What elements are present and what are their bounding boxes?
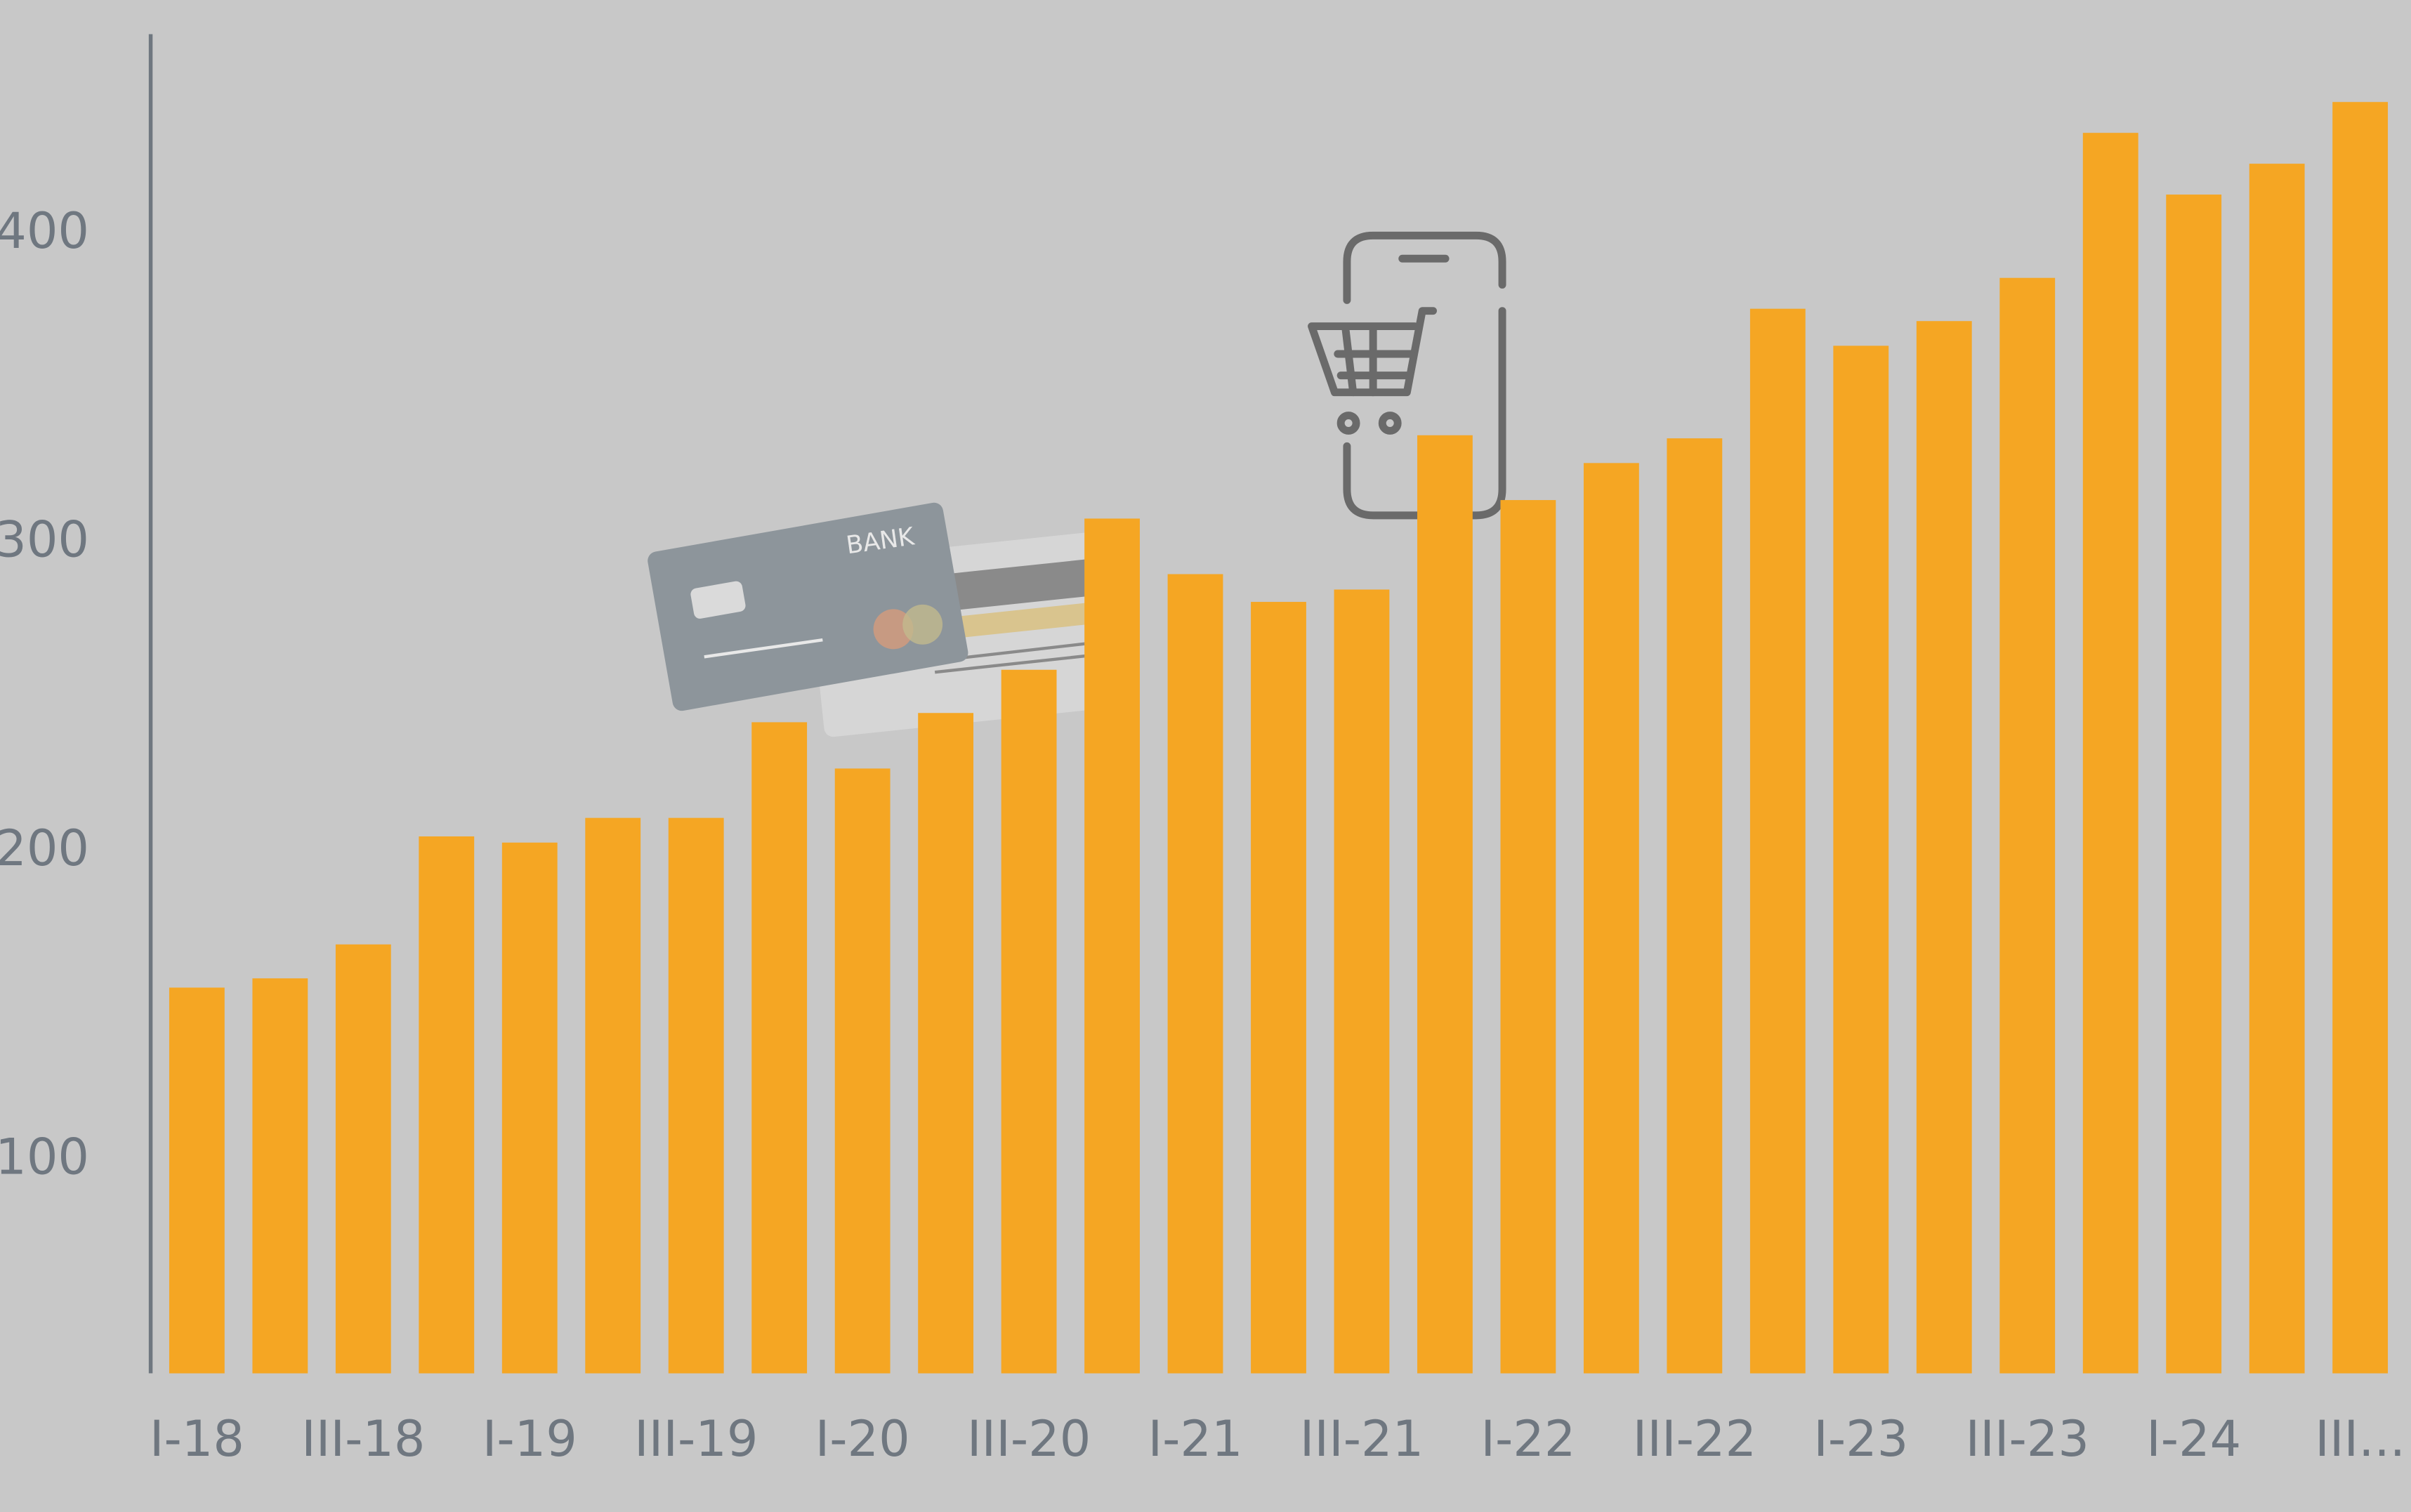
bar — [1667, 438, 1723, 1374]
bar — [1916, 321, 1972, 1374]
bar — [2249, 164, 2305, 1374]
x-tick-label: III-21 — [1300, 1410, 1424, 1468]
y-tick-label: 400 — [0, 202, 89, 260]
bar — [1999, 277, 2056, 1374]
x-tick-label: III-22 — [1633, 1410, 1756, 1468]
x-tick-label: III-20 — [967, 1410, 1091, 1468]
y-tick-label: 100 — [0, 1128, 89, 1185]
x-tick-label: III-18 — [301, 1410, 425, 1468]
bar — [1251, 602, 1306, 1374]
bar — [1500, 500, 1556, 1374]
bar — [1084, 518, 1140, 1374]
x-tick-label: III-23 — [1966, 1410, 2089, 1468]
bar — [335, 944, 391, 1374]
bar — [252, 978, 308, 1374]
y-tick-label: 200 — [0, 820, 89, 877]
x-tick-label: I-23 — [1813, 1410, 1908, 1468]
bar — [1749, 308, 1806, 1374]
bar — [2332, 102, 2389, 1374]
bar — [834, 768, 891, 1374]
y-tick-label: 300 — [0, 511, 89, 569]
bar — [1001, 669, 1057, 1374]
x-tick-label: III-19 — [634, 1410, 758, 1468]
x-tick-label: I-19 — [482, 1410, 577, 1468]
bar — [668, 817, 724, 1374]
x-tick-label: I-18 — [150, 1410, 244, 1468]
bar — [585, 817, 641, 1374]
x-tick-label: I-22 — [1480, 1410, 1575, 1468]
bar — [918, 713, 974, 1374]
x-tick-label: I-20 — [815, 1410, 910, 1468]
bar — [169, 987, 225, 1374]
x-tick-label: I-21 — [1148, 1410, 1242, 1468]
bar — [1334, 589, 1390, 1374]
bar — [1583, 463, 1639, 1374]
bar — [1167, 574, 1223, 1374]
bar — [2166, 195, 2222, 1374]
bar — [419, 836, 475, 1374]
x-tick-label: I-24 — [2146, 1410, 2241, 1468]
bar — [1833, 346, 1889, 1374]
bar — [2082, 133, 2139, 1374]
x-tick-label: III... — [2315, 1410, 2405, 1468]
bar — [501, 842, 558, 1374]
bar — [751, 722, 808, 1374]
bar — [1417, 435, 1473, 1374]
